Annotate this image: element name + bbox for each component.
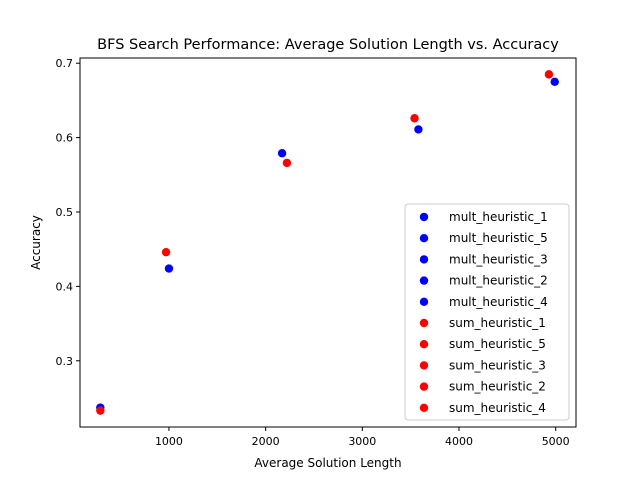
y-tick-label: 0.3 [56,355,74,368]
y-tick-label: 0.7 [56,57,74,70]
y-tick-label: 0.4 [56,280,74,293]
data-point-sum_heuristic_3 [282,158,292,168]
legend-label: mult_heuristic_3 [449,252,548,266]
legend-marker [419,382,429,391]
legend-marker [419,276,429,285]
chart-title: BFS Search Performance: Average Solution… [97,37,559,53]
data-point-mult_heuristic_5 [550,77,559,87]
legend-marker [419,403,429,412]
legend-marker [419,234,429,243]
x-tick-label: 4000 [445,435,473,448]
legend-marker [419,361,429,370]
legend-marker [419,297,429,306]
data-point-sum_heuristic_5 [544,70,554,79]
x-tick-label: 2000 [252,435,280,448]
x-tick-label: 1000 [155,435,183,448]
y-tick-label: 0.6 [56,132,74,145]
legend-label: sum_heuristic_3 [449,358,546,372]
legend-marker [419,318,429,328]
legend-label: mult_heuristic_5 [449,231,548,245]
legend-marker [419,340,429,349]
x-axis: 1000 2000 3000 4000 5000 [155,427,570,448]
x-tick-label: 3000 [348,435,376,448]
legend-label: sum_heuristic_5 [449,337,546,351]
plot-area-frame [79,57,577,428]
legend-label: mult_heuristic_2 [449,274,548,288]
legend-label: sum_heuristic_1 [449,316,546,330]
y-tick-label: 0.5 [56,206,74,219]
data-point-sum_heuristic_1 [410,114,419,123]
legend-label: sum_heuristic_2 [449,380,546,394]
legend-frame [404,203,570,421]
data-point-mult_heuristic_1 [414,125,423,134]
data-points [96,70,559,415]
data-point-mult_heuristic_3 [277,149,287,158]
y-axis-label: Accuracy [29,215,43,270]
legend-label: mult_heuristic_1 [449,210,548,224]
y-axis: 0.3 0.4 0.5 0.6 0.7 [56,57,80,368]
x-axis-label: Average Solution Length [254,456,401,470]
legend-label: mult_heuristic_4 [449,295,548,309]
legend-label: sum_heuristic_4 [449,401,546,415]
data-point-mult_heuristic_2 [164,264,174,273]
data-point-sum_heuristic_4 [96,406,105,415]
legend-marker [419,255,429,264]
x-tick-label: 5000 [542,435,570,448]
legend: mult_heuristic_1 mult_heuristic_5 mult_heu… [404,203,570,421]
data-point-sum_heuristic_2 [161,247,171,257]
legend-marker [419,212,429,222]
